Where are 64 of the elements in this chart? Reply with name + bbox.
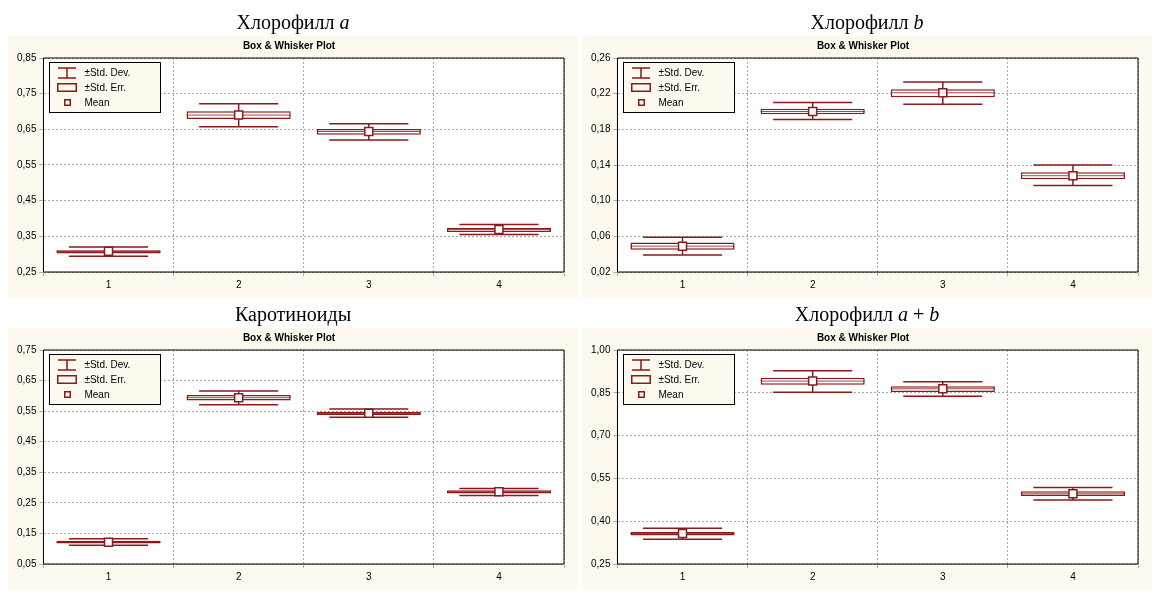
annotation: ±Std. Err. xyxy=(84,374,127,385)
chart-title: Хлорофилл b xyxy=(810,11,924,33)
y-tick-label: 1,00 xyxy=(590,343,611,355)
chart-subtitle: Box & Whisker Plot xyxy=(816,331,910,343)
annotation: ±Std. Err. xyxy=(84,82,127,93)
x-tick-label: 3 xyxy=(366,278,373,290)
y-tick-label: 0,75 xyxy=(16,87,37,99)
y-tick-label: 0,35 xyxy=(16,466,37,478)
annotation: ±Std. Dev. xyxy=(84,67,131,78)
chart-title: Каротиноиды xyxy=(234,303,352,325)
x-tick-label: 4 xyxy=(496,278,503,290)
annotation: ±Std. Dev. xyxy=(658,359,705,370)
x-tick-label: 1 xyxy=(105,570,112,582)
y-tick-label: 0,45 xyxy=(16,194,37,206)
x-tick-label: 3 xyxy=(940,570,947,582)
y-tick-label: 0,25 xyxy=(16,496,37,508)
y-tick-label: 0,85 xyxy=(590,386,611,398)
chart-subtitle: Box & Whisker Plot xyxy=(816,39,910,51)
x-tick-label: 1 xyxy=(679,570,686,582)
x-tick-label: 2 xyxy=(809,570,816,582)
y-tick-label: 0,10 xyxy=(590,194,611,206)
y-tick-label: 0,85 xyxy=(16,51,37,63)
y-tick-label: 0,75 xyxy=(16,343,37,355)
y-tick-label: 0,06 xyxy=(590,230,611,242)
x-tick-label: 4 xyxy=(1070,570,1077,582)
y-tick-label: 0,55 xyxy=(16,158,37,170)
x-tick-label: 3 xyxy=(366,570,373,582)
y-tick-label: 0,55 xyxy=(590,472,611,484)
y-tick-label: 0,35 xyxy=(16,230,37,242)
annotation: Mean xyxy=(84,389,110,400)
x-tick-label: 4 xyxy=(496,570,503,582)
y-tick-label: 0,45 xyxy=(16,435,37,447)
y-tick-label: 0,65 xyxy=(16,123,37,135)
x-tick-label: 1 xyxy=(105,278,112,290)
x-tick-label: 2 xyxy=(235,570,242,582)
x-tick-label: 1 xyxy=(679,278,686,290)
chart-subtitle: Box & Whisker Plot xyxy=(242,39,336,51)
y-tick-label: 0,40 xyxy=(590,514,611,526)
annotation: ±Std. Dev. xyxy=(84,359,131,370)
annotation: Mean xyxy=(658,97,684,108)
y-tick-label: 0,05 xyxy=(16,557,37,569)
annotation: ±Std. Err. xyxy=(658,374,701,385)
chart-title: Хлорофилл a xyxy=(236,11,350,33)
x-tick-label: 2 xyxy=(809,278,816,290)
y-tick-label: 0,55 xyxy=(16,404,37,416)
chart-subtitle: Box & Whisker Plot xyxy=(242,331,336,343)
y-tick-label: 0,25 xyxy=(16,265,37,277)
annotation: Mean xyxy=(658,389,684,400)
y-tick-label: 0,18 xyxy=(590,123,611,135)
y-tick-label: 0,26 xyxy=(590,51,611,63)
annotation: ±Std. Err. xyxy=(658,82,701,93)
annotation: ±Std. Dev. xyxy=(658,67,705,78)
y-tick-label: 0,70 xyxy=(590,429,611,441)
chart-title: Хлорофилл a + b xyxy=(794,303,940,325)
y-tick-label: 0,65 xyxy=(16,374,37,386)
x-tick-label: 4 xyxy=(1070,278,1077,290)
y-tick-label: 0,02 xyxy=(590,265,611,277)
y-tick-label: 0,15 xyxy=(16,527,37,539)
y-tick-label: 0,25 xyxy=(590,557,611,569)
y-tick-label: 0,22 xyxy=(590,87,611,99)
y-tick-label: 0,14 xyxy=(590,158,611,170)
annotation: Mean xyxy=(84,97,110,108)
x-tick-label: 3 xyxy=(940,278,947,290)
x-tick-label: 2 xyxy=(235,278,242,290)
